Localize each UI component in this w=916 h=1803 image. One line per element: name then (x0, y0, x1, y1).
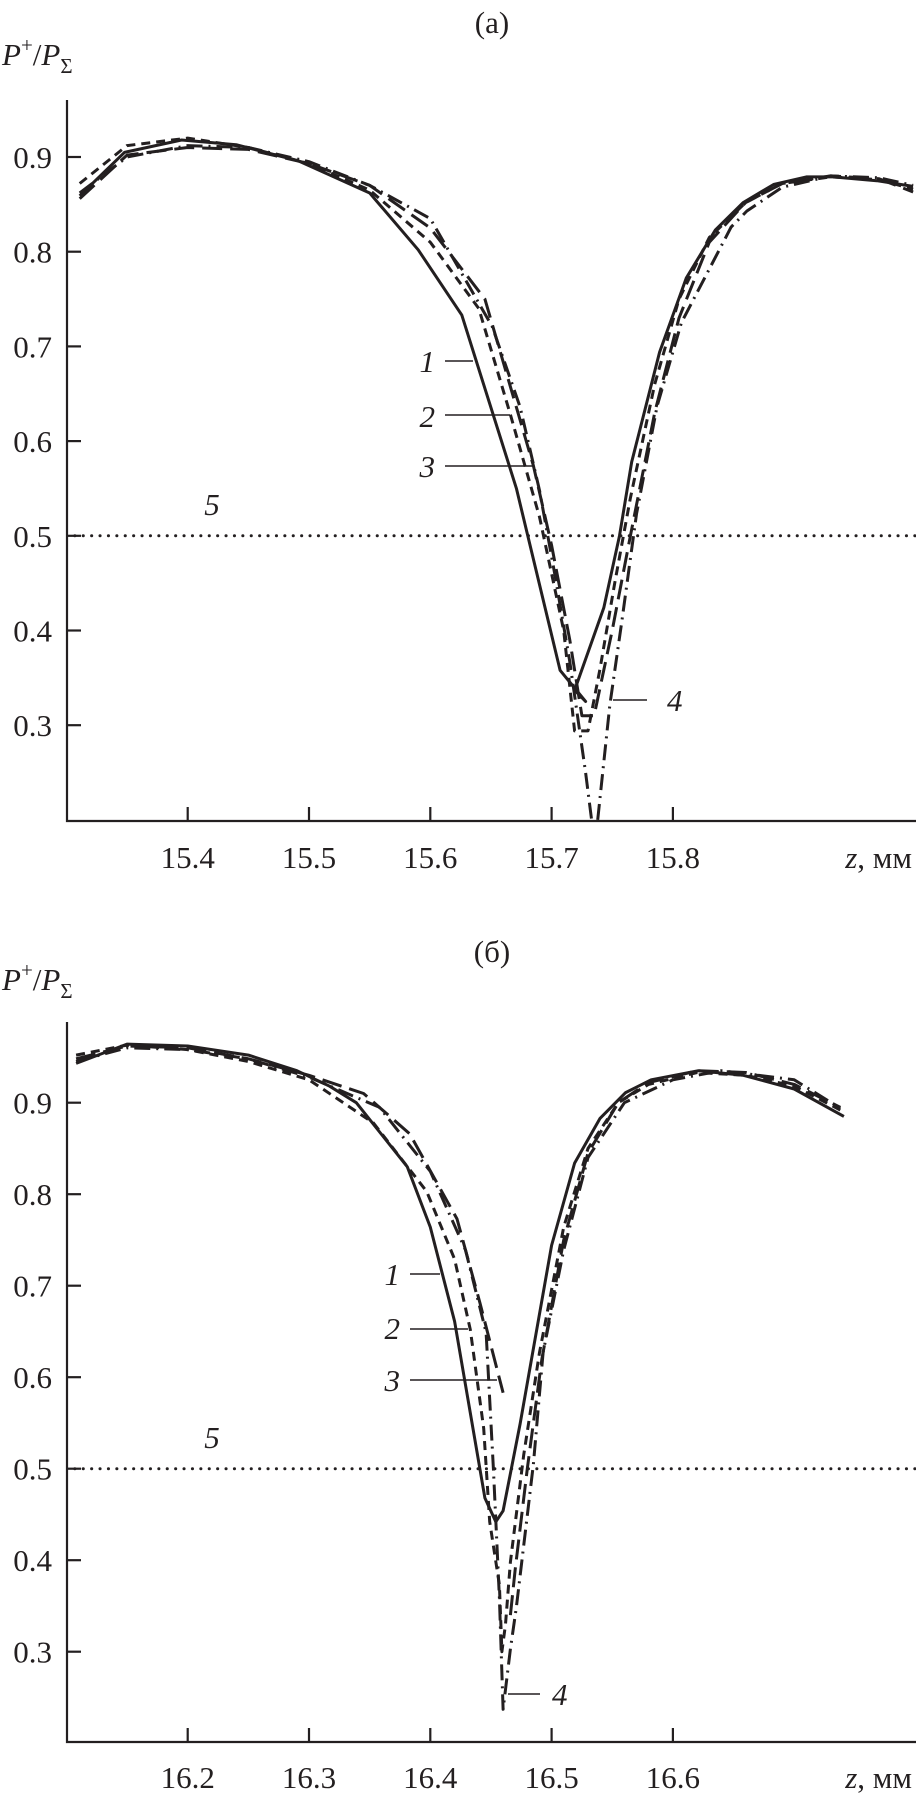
y-tick-label: 0.7 (13, 1269, 52, 1304)
x-tick-label: 15.5 (282, 840, 336, 875)
annotations: 1 2 3 4 5 (204, 344, 682, 718)
y-tick-label: 0.6 (13, 1360, 52, 1395)
panel-label: (б) (474, 934, 510, 969)
series-line-1 (78, 138, 914, 703)
panel-b: (б) P+/PΣ z, мм 16.2 16.3 16.4 16.5 16.6 0.3 0… (1, 934, 916, 1795)
x-tick-label: 15.7 (524, 840, 578, 875)
curve-label-4: 4 (667, 683, 683, 718)
curve-label-2: 2 (385, 1311, 401, 1346)
x-axis-label: z, мм (844, 840, 912, 875)
curve-label-1: 1 (385, 1257, 401, 1292)
y-tick-label: 0.8 (13, 1177, 52, 1212)
series-line-4 (78, 144, 914, 821)
curve-label-1: 1 (420, 344, 436, 379)
y-tick-label: 0.7 (13, 329, 52, 364)
curve-label-2: 2 (420, 399, 436, 434)
panel-a: (a) P+/PΣ z, мм 15.4 15.5 15.6 15.7 15.8 0.3 0… (1, 5, 916, 875)
plot-area (67, 136, 916, 821)
x-tick-label: 15.4 (161, 840, 216, 875)
curve-label-5: 5 (204, 487, 220, 522)
y-tick-label: 0.8 (13, 235, 52, 270)
series-line-4 (75, 1046, 842, 1711)
x-axis-label: z, мм (844, 1760, 912, 1795)
y-tick-label: 0.6 (13, 424, 52, 459)
y-axis-label: P+/PΣ (1, 33, 73, 78)
curve-label-4: 4 (552, 1677, 568, 1712)
axis-lines (65, 1022, 916, 1744)
curve-label-3: 3 (384, 1363, 401, 1398)
axes: 15.4 15.5 15.6 15.7 15.8 0.3 0.4 0.5 0.6 0.7 0.8 0.… (13, 100, 916, 875)
panel-label: (a) (475, 5, 509, 40)
plot-area (67, 1042, 916, 1711)
axis-lines (65, 100, 916, 823)
curve-label-3: 3 (419, 449, 436, 484)
y-tick-label: 0.5 (13, 519, 52, 554)
x-tick-label: 16.6 (646, 1760, 700, 1795)
x-tick-label: 16.4 (403, 1760, 458, 1795)
y-tick-label: 0.3 (13, 708, 52, 743)
annotations: 1 2 3 4 5 (204, 1257, 567, 1712)
x-tick-label: 16.3 (282, 1760, 336, 1795)
x-tick-label: 15.6 (403, 840, 457, 875)
series-line-2 (75, 1043, 841, 1654)
curve-label-5: 5 (204, 1420, 220, 1455)
x-tick-label: 16.2 (161, 1760, 215, 1795)
y-tick-label: 0.3 (13, 1635, 52, 1670)
y-tick-label: 0.5 (13, 1452, 52, 1487)
series-line-3 (75, 1044, 841, 1616)
axes: 16.2 16.3 16.4 16.5 16.6 0.3 0.4 0.5 0.6 0.7 0.8 0.… (13, 1022, 916, 1795)
series-line-3 (78, 146, 914, 718)
y-tick-label: 0.4 (13, 1543, 52, 1578)
x-tick-label: 16.5 (524, 1760, 578, 1795)
x-tick-label: 15.8 (646, 840, 700, 875)
y-tick-label: 0.9 (13, 140, 52, 175)
y-axis-label: P+/PΣ (1, 958, 73, 1003)
y-tick-label: 0.4 (13, 614, 52, 649)
series-line-2 (78, 136, 914, 733)
y-tick-label: 0.9 (13, 1086, 52, 1121)
